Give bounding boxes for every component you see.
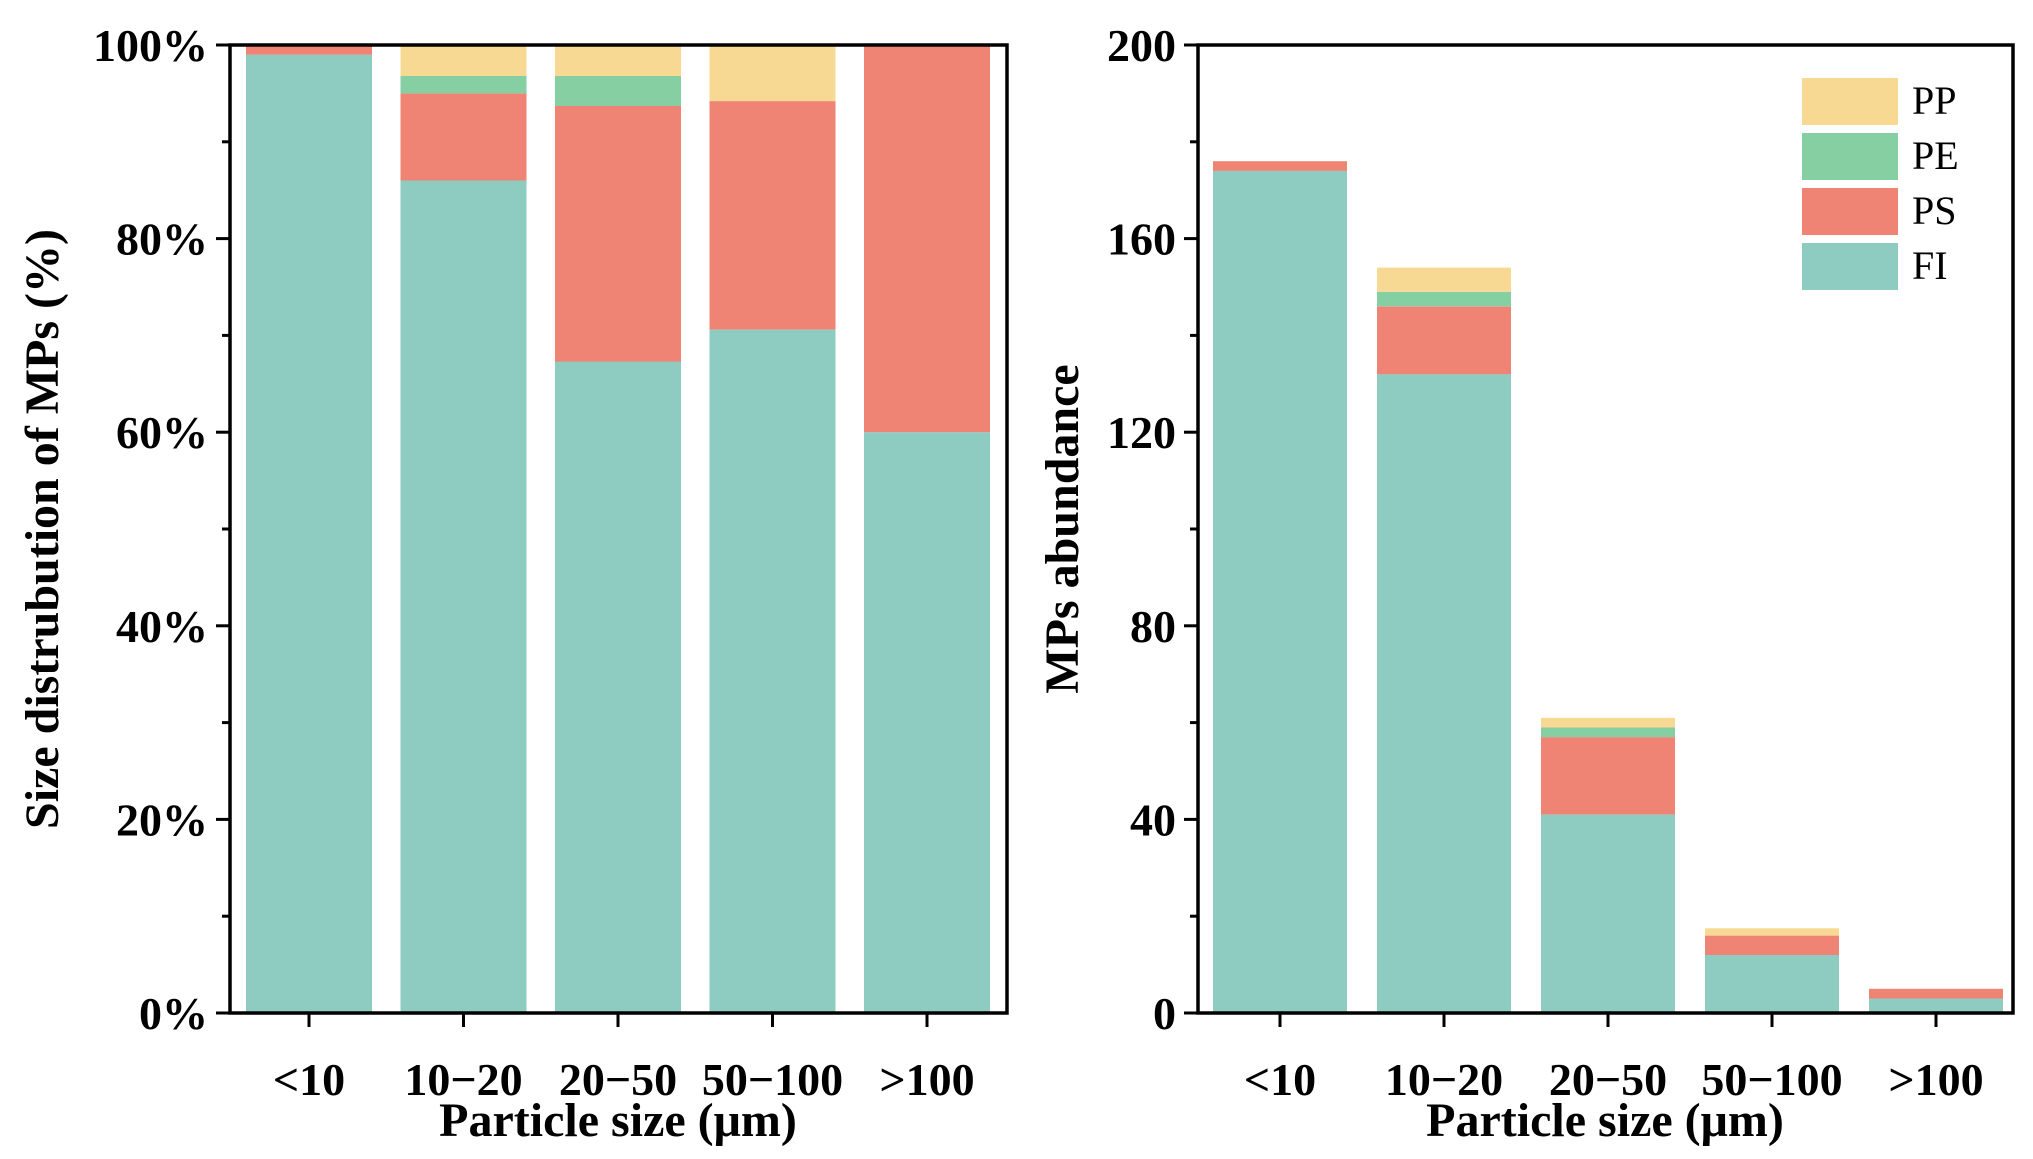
legend-swatch-pp: [1802, 78, 1898, 125]
percent-bar-ps-1: [400, 93, 527, 181]
percent-y-tick-label: 40%: [116, 601, 208, 652]
legend-label-pe: PE: [1912, 133, 1959, 178]
abundance-y-tick-label: 80: [1130, 601, 1176, 652]
abundance-x-tick-labels: <10 10−20 20−50 50−100 >100: [1244, 1054, 1984, 1105]
abundance-bar-fi-1: [1377, 374, 1511, 1014]
abundance-y-ticks: [1184, 43, 1938, 1027]
percent-bar-ps-3: [709, 101, 836, 330]
abundance-x-tick-label: 20−50: [1549, 1054, 1667, 1105]
percent-y-tick-label: 20%: [116, 794, 208, 845]
percent-x-axis-title: Particle size (μm): [439, 1094, 797, 1147]
legend-label-fi: FI: [1912, 243, 1948, 288]
percent-bar-ps-4: [864, 45, 990, 433]
abundance-bar-fi-0: [1213, 170, 1347, 1014]
legend-swatch-ps: [1802, 188, 1898, 235]
legend: PP PE PS FI: [1802, 78, 1959, 290]
abundance-bar-fi-2: [1541, 814, 1675, 1013]
abundance-y-tick-label: 0: [1153, 988, 1176, 1039]
abundance-bar-pe-1: [1377, 291, 1511, 307]
abundance-axes-frame: [1196, 43, 2015, 1015]
percent-y-tick-label: 60%: [116, 407, 208, 458]
percent-y-tick-label: 100%: [93, 20, 208, 71]
abundance-y-tick-label: 120: [1107, 407, 1176, 458]
percent-bar-pe-1: [400, 76, 527, 94]
percent-bar-fi-1: [400, 180, 527, 1013]
legend-swatch-pe: [1802, 133, 1898, 180]
abundance-bars: [1213, 161, 2003, 1014]
percent-x-tick-label: 10−20: [404, 1054, 522, 1105]
abundance-bar-fi-3: [1705, 954, 1839, 1013]
abundance-y-tick-label: 40: [1130, 794, 1176, 845]
percent-axes-frame: [228, 43, 1009, 1015]
legend-label-pp: PP: [1912, 78, 1957, 123]
percent-y-tick-label: 80%: [116, 214, 208, 265]
percent-bar-fi-3: [709, 329, 836, 1014]
percent-bar-fi-2: [555, 361, 681, 1013]
abundance-x-tick-label: 50−100: [1701, 1054, 1842, 1105]
percent-y-tick-label: 0%: [139, 988, 208, 1039]
legend-swatch-fi: [1802, 243, 1898, 290]
percent-bars: [246, 45, 990, 1014]
percent-x-tick-label: <10: [273, 1054, 345, 1105]
abundance-x-axis-title: Particle size (μm): [1426, 1094, 1784, 1147]
percent-bar-fi-4: [864, 432, 990, 1013]
abundance-bar-pp-1: [1377, 267, 1511, 292]
percent-distribution-panel: 0% 20% 40% 60% 80% 100% <10 10−20 20−50 50−100 >1…: [16, 20, 1009, 1147]
abundance-y-tick-labels: 0 40 80 120 160 200: [1107, 20, 1176, 1039]
abundance-bar-ps-0: [1213, 161, 1347, 171]
percent-y-axis-title: Size distrubution of MPs (%): [16, 229, 69, 829]
abundance-y-axis-title: MPs abundance: [1036, 364, 1089, 693]
abundance-bar-ps-2: [1541, 737, 1675, 815]
abundance-bar-ps-4: [1869, 988, 2003, 999]
percent-x-tick-label: 20−50: [559, 1054, 677, 1105]
percent-bar-pp-2: [555, 45, 681, 76]
percent-bar-pe-2: [555, 76, 681, 106]
abundance-bar-ps-3: [1705, 935, 1839, 955]
legend-label-ps: PS: [1912, 188, 1957, 233]
abundance-x-tick-label: <10: [1244, 1054, 1316, 1105]
abundance-bar-pp-2: [1541, 717, 1675, 728]
percent-bar-ps-2: [555, 106, 681, 362]
percent-x-tick-labels: <10 10−20 20−50 50−100 >100: [273, 1054, 975, 1105]
abundance-bar-ps-1: [1377, 306, 1511, 375]
percent-x-tick-label: 50−100: [702, 1054, 843, 1105]
percent-bar-ps-0: [246, 45, 372, 55]
percent-x-tick-label: >100: [879, 1054, 974, 1105]
abundance-y-tick-label: 160: [1107, 214, 1176, 265]
abundance-y-tick-label: 200: [1107, 20, 1176, 71]
abundance-bar-fi-4: [1869, 998, 2003, 1013]
percent-y-tick-labels: 0% 20% 40% 60% 80% 100%: [93, 20, 208, 1039]
percent-bar-pp-1: [400, 45, 527, 76]
abundance-bar-pe-2: [1541, 727, 1675, 738]
percent-bar-fi-0: [246, 54, 372, 1013]
abundance-bar-pp-3: [1705, 928, 1839, 936]
abundance-x-tick-label: >100: [1888, 1054, 1983, 1105]
abundance-panel: 0 40 80 120 160 200 <10 10−20 20−50 50−100 >100 P…: [1036, 20, 2015, 1147]
percent-bar-pp-3: [709, 45, 836, 102]
abundance-x-tick-label: 10−20: [1385, 1054, 1503, 1105]
